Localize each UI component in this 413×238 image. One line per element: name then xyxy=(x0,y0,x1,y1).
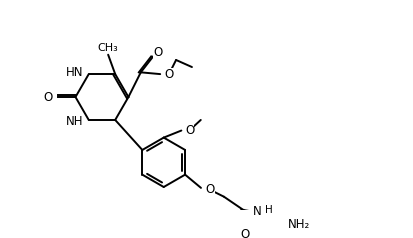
Text: O: O xyxy=(43,90,52,104)
Text: CH₃: CH₃ xyxy=(98,43,119,53)
Text: N: N xyxy=(253,205,262,218)
Text: O: O xyxy=(240,228,250,238)
Text: O: O xyxy=(205,183,215,196)
Text: O: O xyxy=(153,46,162,60)
Text: H: H xyxy=(264,205,272,215)
Text: NH: NH xyxy=(66,115,83,128)
Text: NH₂: NH₂ xyxy=(287,218,310,231)
Text: O: O xyxy=(165,68,174,81)
Text: O: O xyxy=(185,124,194,137)
Text: HN: HN xyxy=(66,66,83,79)
